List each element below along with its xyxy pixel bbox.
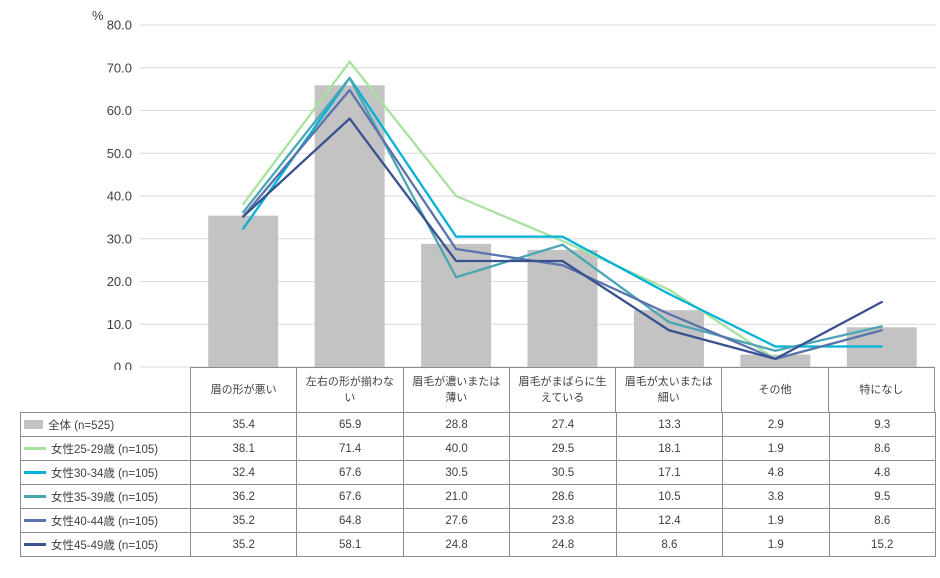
value-cell: 3.8	[722, 484, 830, 509]
bar	[314, 85, 385, 367]
line-swatch-icon	[24, 543, 46, 546]
series-name: 女性45-49歳 (n=105)	[51, 539, 159, 552]
line-series	[242, 76, 883, 352]
x-axis-category-header: 眉の形が悪い 左右の形が揃わない 眉毛が濃いまたは薄い 眉毛がまばらに生えている 眉毛が…	[190, 367, 935, 413]
value-cell: 27.4	[509, 412, 617, 437]
value-cell: 36.2	[189, 484, 298, 509]
y-axis-tick-label: 80.0	[107, 18, 132, 33]
value-cell: 28.8	[402, 412, 511, 437]
table-row: 女性35-39歳 (n=105) 36.2 67.6 21.0 28.6 10.5 3.8 9…	[20, 484, 936, 509]
y-axis-tick-label: 20.0	[107, 274, 132, 289]
value-cell: 15.2	[828, 532, 936, 557]
legend-cell: 女性40-44歳 (n=105)	[20, 508, 191, 533]
value-cell: 40.0	[402, 436, 511, 461]
y-axis-tick-label: 40.0	[107, 189, 132, 204]
value-cell: 65.9	[296, 412, 404, 437]
value-cell: 18.1	[615, 436, 724, 461]
value-cell: 32.4	[189, 460, 298, 485]
value-cell: 8.6	[828, 508, 936, 533]
line-swatch-icon	[24, 495, 46, 498]
y-axis-tick-label: 0.0	[114, 360, 132, 371]
value-cell: 30.5	[402, 460, 511, 485]
series-name: 女性30-34歳 (n=105)	[51, 467, 159, 480]
data-table: 全体 (n=525) 35.4 65.9 28.8 27.4 13.3 2.9 9.3 女性25…	[20, 412, 936, 557]
value-cell: 38.1	[189, 436, 298, 461]
value-cell: 67.6	[296, 460, 404, 485]
value-cell: 4.8	[828, 460, 936, 485]
y-axis-unit-label: %	[92, 8, 104, 23]
value-cell: 1.9	[722, 508, 830, 533]
value-cell: 13.3	[615, 412, 724, 437]
line-swatch-icon	[24, 471, 46, 474]
value-cell: 35.2	[189, 508, 298, 533]
legend-cell: 女性30-34歳 (n=105)	[20, 460, 191, 485]
table-row: 女性45-49歳 (n=105) 35.2 58.1 24.8 24.8 8.6 1.9 15…	[20, 532, 936, 557]
value-cell: 17.1	[615, 460, 724, 485]
category-header-cell: 特になし	[859, 383, 904, 396]
table-row: 全体 (n=525) 35.4 65.9 28.8 27.4 13.3 2.9 9.3	[20, 412, 936, 437]
y-axis-tick-label: 50.0	[107, 146, 132, 161]
value-cell: 27.6	[402, 508, 511, 533]
y-axis-tick-label: 70.0	[107, 60, 132, 75]
y-axis-tick-label: 60.0	[107, 103, 132, 118]
category-header-cell: 眉毛が太いまたは細い	[616, 368, 723, 412]
value-cell: 35.4	[189, 412, 298, 437]
category-header-cell: 眉毛がまばらに生えている	[510, 368, 617, 412]
value-cell: 12.4	[615, 508, 724, 533]
value-cell: 8.6	[828, 436, 936, 461]
legend-cell: 全体 (n=525)	[20, 412, 191, 437]
table-row: 女性40-44歳 (n=105) 35.2 64.8 27.6 23.8 12.4 1.9 8…	[20, 508, 936, 533]
series-name: 女性25-29歳 (n=105)	[51, 443, 159, 456]
category-header-cell: 左右の形が揃わない	[297, 368, 404, 412]
bar-swatch-icon	[24, 420, 43, 429]
value-cell: 2.9	[722, 412, 830, 437]
value-cell: 28.6	[509, 484, 617, 509]
bar	[527, 249, 598, 367]
bar	[208, 215, 279, 367]
chart-canvas: 0.0 10.0 20.0 30.0 40.0 50.0 60.0 70.0 80.0	[107, 18, 935, 371]
value-cell: 9.5	[828, 484, 936, 509]
y-axis-tick-label: 10.0	[107, 317, 132, 332]
line-swatch-icon	[24, 447, 46, 450]
value-cell: 1.9	[722, 532, 830, 557]
value-cell: 58.1	[296, 532, 404, 557]
value-cell: 21.0	[402, 484, 511, 509]
y-axis-tick-label: 30.0	[107, 231, 132, 246]
value-cell: 71.4	[296, 436, 404, 461]
legend-cell: 女性25-29歳 (n=105)	[20, 436, 191, 461]
value-cell: 67.6	[296, 484, 404, 509]
category-header-cell: 眉毛が濃いまたは薄い	[404, 368, 510, 412]
category-header-cell: 眉の形が悪い	[191, 368, 298, 412]
line-swatch-icon	[24, 519, 46, 522]
series-name: 女性35-39歳 (n=105)	[51, 491, 159, 504]
series-name: 全体 (n=525)	[48, 419, 115, 432]
bar	[633, 310, 704, 367]
line-series	[242, 117, 883, 361]
value-cell: 8.6	[615, 532, 724, 557]
table-row: 女性30-34歳 (n=105) 32.4 67.6 30.5 30.5 17.1 4.8 4…	[20, 460, 936, 485]
table-row: 女性25-29歳 (n=105) 38.1 71.4 40.0 29.5 18.1 1.9 8…	[20, 436, 936, 461]
value-cell: 9.3	[828, 412, 936, 437]
value-cell: 24.8	[402, 532, 511, 557]
value-cell: 4.8	[722, 460, 830, 485]
category-header-cell: その他	[722, 368, 829, 412]
value-cell: 24.8	[509, 532, 617, 557]
value-cell: 29.5	[509, 436, 617, 461]
series-name: 女性40-44歳 (n=105)	[51, 515, 159, 528]
bar	[421, 243, 492, 367]
value-cell: 35.2	[189, 532, 298, 557]
value-cell: 30.5	[509, 460, 617, 485]
bar	[740, 354, 811, 367]
value-cell: 1.9	[722, 436, 830, 461]
legend-cell: 女性45-49歳 (n=105)	[20, 532, 191, 557]
value-cell: 10.5	[615, 484, 724, 509]
value-cell: 64.8	[296, 508, 404, 533]
value-cell: 23.8	[509, 508, 617, 533]
legend-cell: 女性35-39歳 (n=105)	[20, 484, 191, 509]
